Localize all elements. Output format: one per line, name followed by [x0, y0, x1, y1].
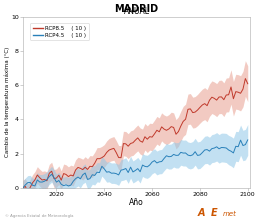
- Text: ANUAL: ANUAL: [124, 7, 150, 16]
- Text: © Agencia Estatal de Meteorología: © Agencia Estatal de Meteorología: [5, 214, 74, 218]
- Y-axis label: Cambio de la temperatura máxima (°C): Cambio de la temperatura máxima (°C): [4, 47, 10, 157]
- Text: met: met: [222, 211, 236, 217]
- Legend: RCP8.5    ( 10 ), RCP4.5    ( 10 ): RCP8.5 ( 10 ), RCP4.5 ( 10 ): [30, 23, 89, 40]
- Text: E: E: [211, 208, 217, 218]
- Text: A: A: [198, 208, 205, 218]
- X-axis label: Año: Año: [129, 198, 144, 207]
- Title: MADRID: MADRID: [114, 4, 159, 14]
